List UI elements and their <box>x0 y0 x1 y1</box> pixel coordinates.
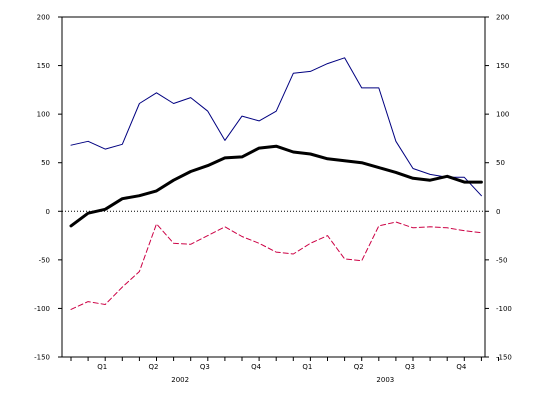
right-y-tick-label: 0 <box>496 208 500 216</box>
x-quarter-label: Q4 <box>456 363 467 371</box>
x-quarter-label: Q4 <box>251 363 262 371</box>
left-y-tick-label: 50 <box>41 159 50 167</box>
left-y-tick-label: -100 <box>34 305 50 313</box>
left-y-tick-label: 0 <box>46 208 50 216</box>
series-line-2 <box>69 144 483 228</box>
x-year-label: 2002 <box>171 376 189 384</box>
left-y-tick-label: -150 <box>34 354 50 362</box>
right-y-tick-label: -150 <box>496 354 512 362</box>
right-y-tick-label: 50 <box>496 159 505 167</box>
right-y-tick-label: 100 <box>496 111 509 119</box>
left-y-tick-label: -50 <box>39 256 50 264</box>
left-y-tick-label: 150 <box>37 62 50 70</box>
x-axis: Q1 Q2 Q3 Q4 Q1 Q2 Q3 Q4 2002 2003 <box>70 357 499 384</box>
x-quarter-label: Q2 <box>149 363 159 371</box>
x-quarter-label: Q2 <box>354 363 364 371</box>
plot-area-frame <box>61 16 486 358</box>
left-y-axis: -150 -100 -50 0 50 100 150 200 <box>34 14 62 362</box>
right-y-tick-label: 200 <box>496 14 509 22</box>
left-y-tick-label: 100 <box>37 111 50 119</box>
x-quarter-label: Q1 <box>97 363 107 371</box>
series-line-1 <box>70 57 482 197</box>
right-y-tick-label: -50 <box>496 256 507 264</box>
x-year-label: 2003 <box>376 376 394 384</box>
right-y-tick-label: -100 <box>496 305 512 313</box>
right-y-tick-label: 150 <box>496 62 509 70</box>
x-quarter-label: Q3 <box>200 363 210 371</box>
left-y-tick-label: 200 <box>37 14 50 22</box>
x-quarter-label: Q1 <box>302 363 312 371</box>
right-y-axis: -150 -100 -50 0 50 100 150 200 <box>485 14 512 362</box>
series-layer <box>69 57 483 310</box>
x-quarter-label: Q3 <box>405 363 415 371</box>
series-line-3 <box>70 221 482 310</box>
